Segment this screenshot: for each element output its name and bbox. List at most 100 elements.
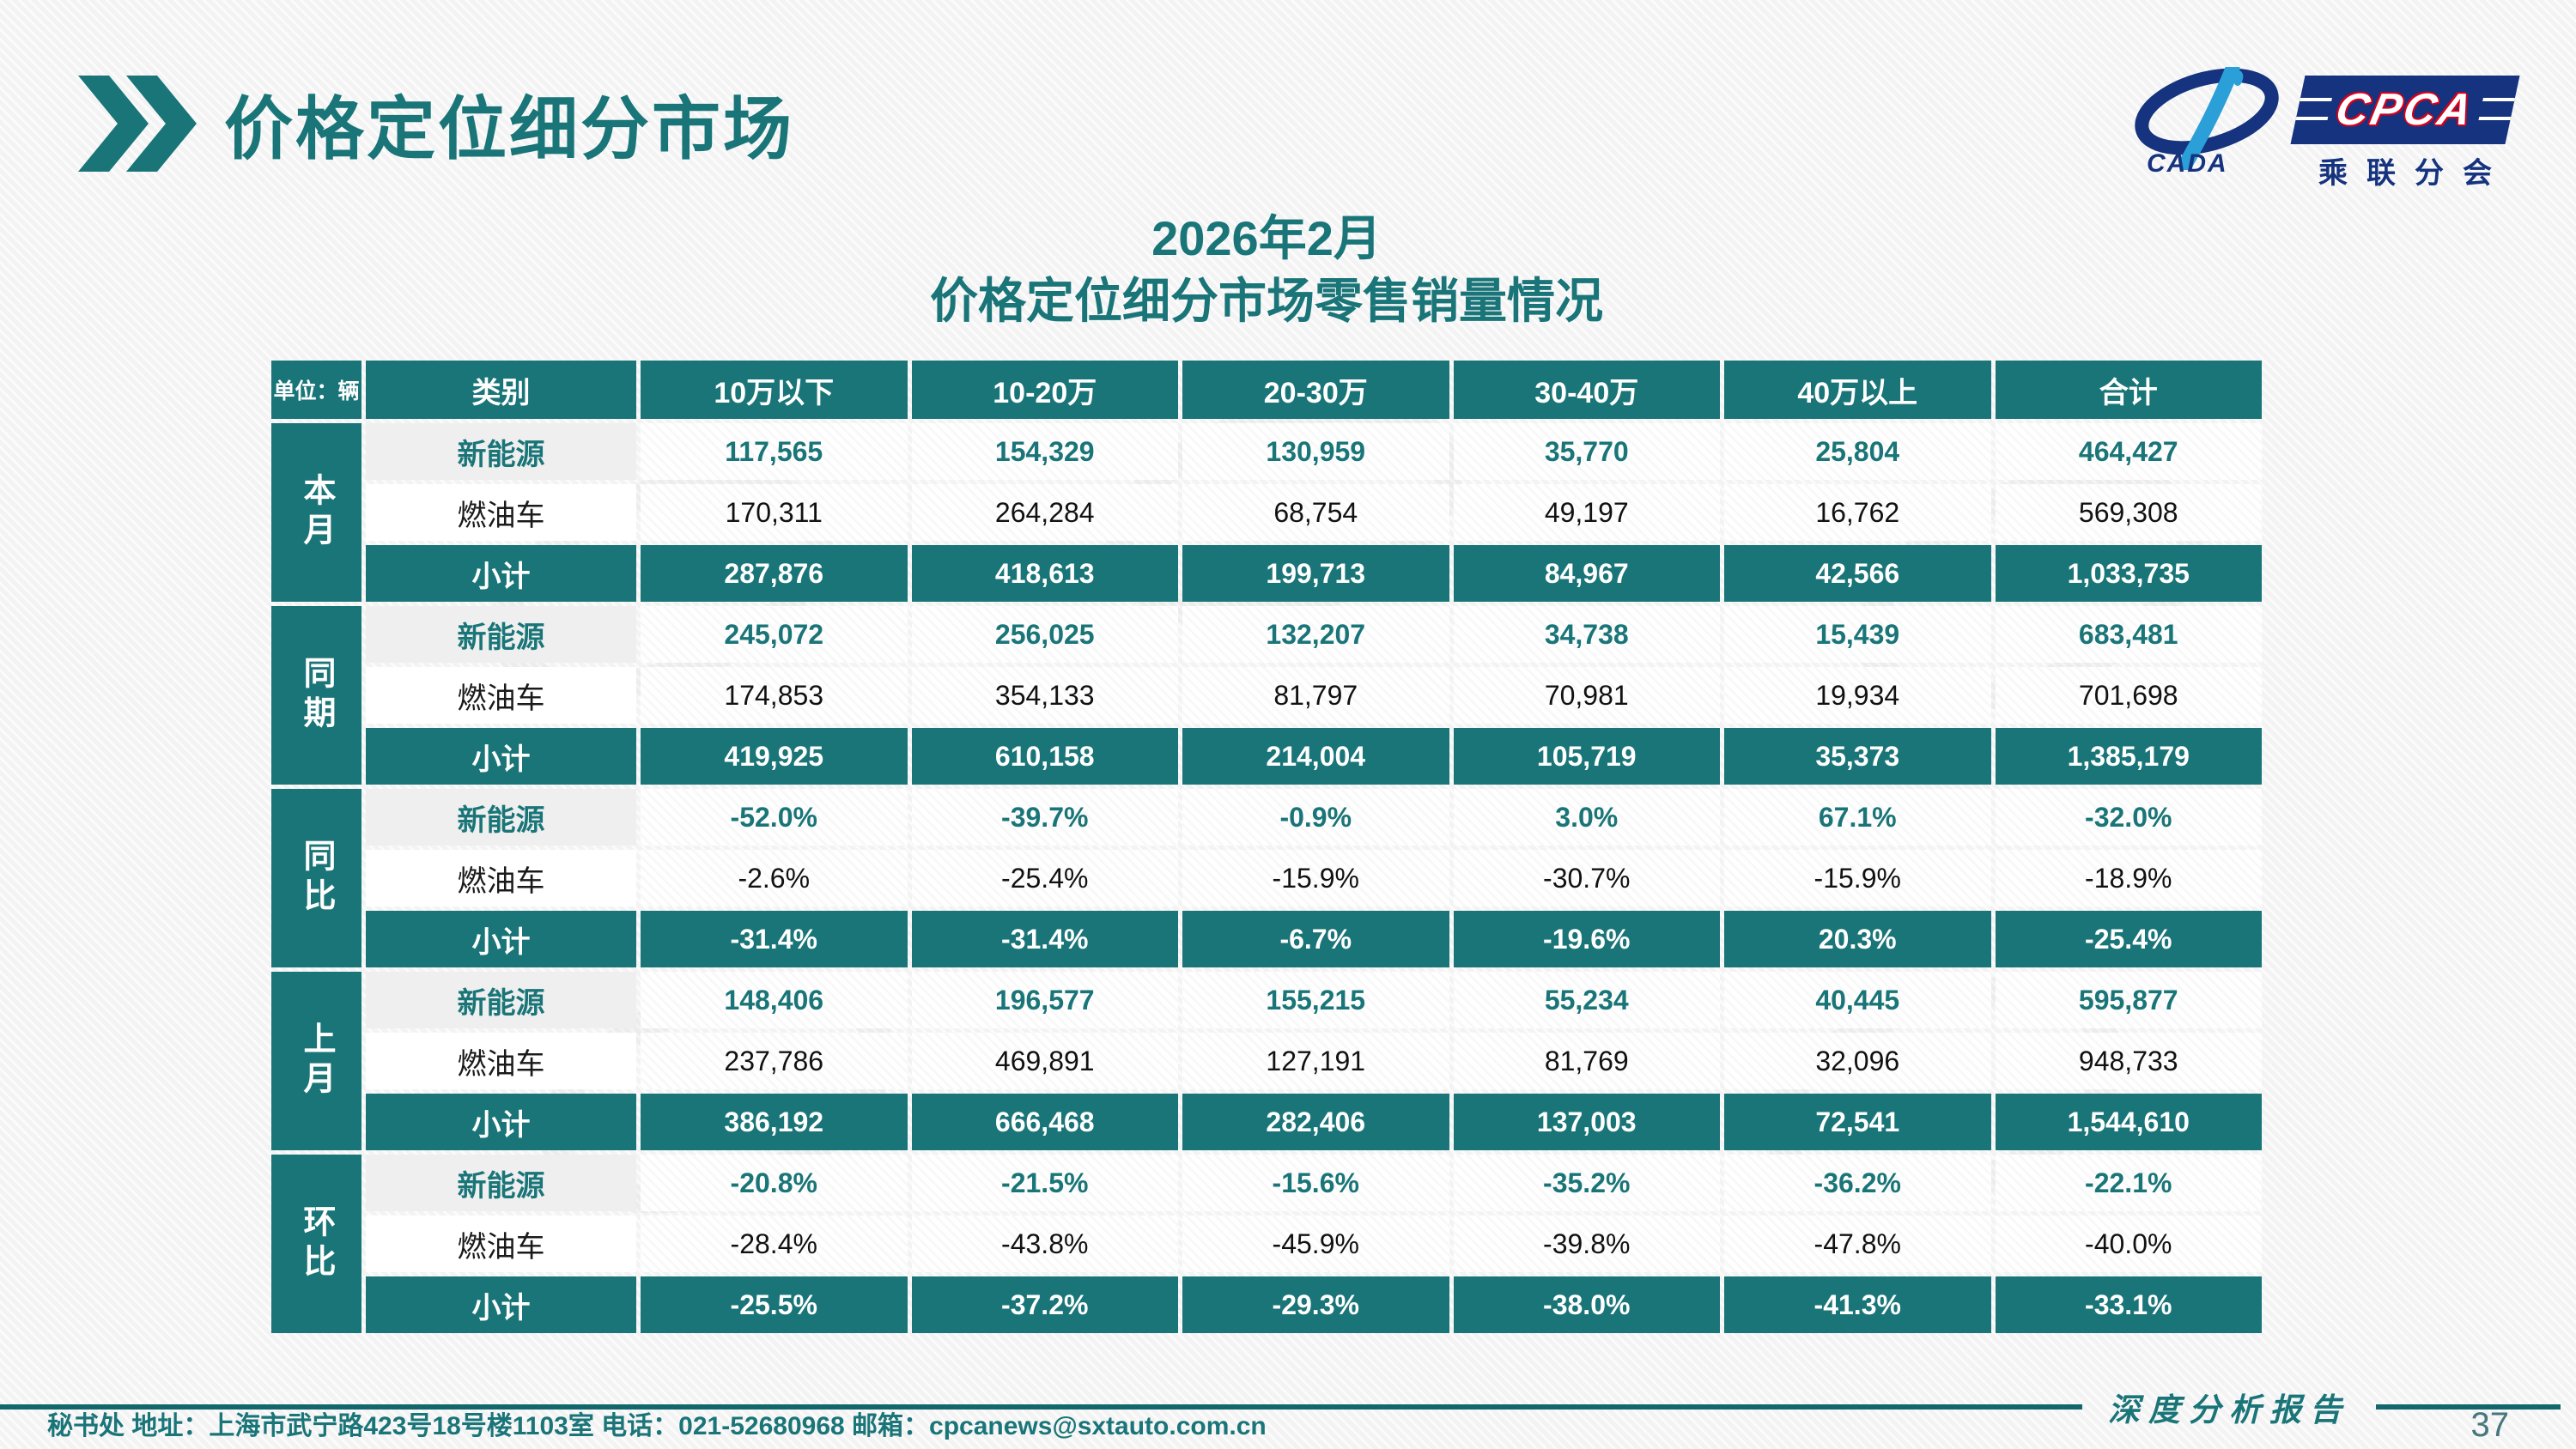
table-group: 环比 新能源 -20.8% -21.5% -15.6% -35.2% -36.2% -22.1… — [271, 1155, 2262, 1333]
value-cell: 595,877 — [1995, 972, 2262, 1028]
subtotal-value-cell: 386,192 — [641, 1094, 908, 1150]
table-group: 同期 新能源 245,072 256,025 132,207 34,738 15,439 68… — [271, 606, 2262, 785]
value-cell: -32.0% — [1995, 789, 2262, 846]
value-cell: -21.5% — [911, 1155, 1178, 1211]
cpca-logo-block: CPCA 乘联分会 — [2290, 76, 2520, 191]
footer-contact: 秘书处 地址：上海市武宁路423号18号楼1103室 电话：021-526809… — [47, 1404, 1267, 1442]
category-cell: 燃油车 — [366, 667, 636, 724]
value-cell: 32,096 — [1724, 1033, 1991, 1089]
subtotal-value-cell: 610,158 — [911, 728, 1178, 785]
subtotal-value-cell: -33.1% — [1995, 1276, 2262, 1333]
value-cell: 237,786 — [641, 1033, 908, 1089]
page-title: 价格定位细分市场 — [224, 91, 794, 167]
branch-label: 乘联分会 — [2318, 157, 2511, 190]
value-cell: 132,207 — [1182, 606, 1449, 663]
value-cell: 174,853 — [641, 667, 908, 724]
value-cell: 16,762 — [1724, 484, 1991, 541]
category-cell: 新能源 — [366, 1155, 636, 1211]
value-cell: -30.7% — [1453, 850, 1720, 906]
subtotal-value-cell: 84,967 — [1453, 545, 1720, 602]
cpca-label: CPCA — [2324, 84, 2487, 136]
value-cell: -45.9% — [1182, 1216, 1449, 1272]
subtotal-value-cell: -25.5% — [641, 1276, 908, 1333]
subtotal-label-cell: 小计 — [366, 1094, 636, 1150]
value-cell: 35,770 — [1453, 423, 1720, 480]
footer-rule-left — [0, 1404, 2082, 1410]
title-row: 价格定位细分市场 — [73, 74, 794, 173]
value-cell: 81,797 — [1182, 667, 1449, 724]
value-cell: 40,445 — [1724, 972, 1991, 1028]
value-cell: -43.8% — [911, 1216, 1178, 1272]
value-cell: 81,769 — [1453, 1033, 1720, 1089]
subtotal-value-cell: -29.3% — [1182, 1276, 1449, 1333]
cada-label: CADA — [2147, 149, 2228, 178]
value-cell: 154,329 — [911, 423, 1178, 480]
value-cell: 701,698 — [1995, 667, 2262, 724]
value-cell: 19,934 — [1724, 667, 1991, 724]
value-cell: -36.2% — [1724, 1155, 1991, 1211]
value-cell: 569,308 — [1995, 484, 2262, 541]
value-cell: -20.8% — [641, 1155, 908, 1211]
subtotal-value-cell: 418,613 — [911, 545, 1178, 602]
group-label: 本月 — [271, 423, 361, 602]
table-title: 2026年2月 价格定位细分市场零售销量情况 — [271, 208, 2262, 333]
report-badge: 深度分析报告 — [2108, 1393, 2350, 1428]
value-cell: 55,234 — [1453, 972, 1720, 1028]
value-cell: -28.4% — [641, 1216, 908, 1272]
value-cell: 464,427 — [1995, 423, 2262, 480]
cada-logo-mark: CADA — [2128, 67, 2291, 179]
value-cell: 196,577 — [911, 972, 1178, 1028]
value-cell: -39.7% — [911, 789, 1178, 846]
subtotal-value-cell: -38.0% — [1453, 1276, 1720, 1333]
subtotal-label-cell: 小计 — [366, 1276, 636, 1333]
value-cell: 127,191 — [1182, 1033, 1449, 1089]
value-cell: -0.9% — [1182, 789, 1449, 846]
subtotal-value-cell: 419,925 — [641, 728, 908, 785]
footer-rule-right — [2376, 1404, 2561, 1410]
page-number: 37 — [2470, 1406, 2510, 1444]
value-cell: -47.8% — [1724, 1216, 1991, 1272]
subtotal-value-cell: 666,468 — [911, 1094, 1178, 1150]
cada-ellipse-icon — [2135, 67, 2279, 170]
value-cell: -25.4% — [911, 850, 1178, 906]
subtotal-value-cell: 20.3% — [1724, 911, 1991, 967]
value-cell: 683,481 — [1995, 606, 2262, 663]
subtotal-value-cell: 105,719 — [1453, 728, 1720, 785]
group-label: 上月 — [271, 972, 361, 1150]
value-cell: 155,215 — [1182, 972, 1449, 1028]
subtotal-value-cell: -37.2% — [911, 1276, 1178, 1333]
category-cell: 燃油车 — [366, 850, 636, 906]
header-cell: 20-30万 — [1182, 361, 1449, 419]
category-cell: 新能源 — [366, 789, 636, 846]
subtotal-value-cell: 214,004 — [1182, 728, 1449, 785]
table-header-row: 单位：辆 类别 10万以下 10-20万 20-30万 30-40万 40万以上 合计 — [271, 361, 2262, 419]
value-cell: 469,891 — [911, 1033, 1178, 1089]
double-chevron-icon — [78, 76, 197, 172]
subtotal-value-cell: 137,003 — [1453, 1094, 1720, 1150]
value-cell: -40.0% — [1995, 1216, 2262, 1272]
value-cell: 170,311 — [641, 484, 908, 541]
value-cell: 117,565 — [641, 423, 908, 480]
sales-table: 单位：辆 类别 10万以下 10-20万 20-30万 30-40万 40万以上 合计 本月… — [271, 361, 2262, 1333]
value-cell: 67.1% — [1724, 789, 1991, 846]
header-cell: 10-20万 — [911, 361, 1178, 419]
subtotal-value-cell: -6.7% — [1182, 911, 1449, 967]
category-cell: 新能源 — [366, 972, 636, 1028]
table-group: 同比 新能源 -52.0% -39.7% -0.9% 3.0% 67.1% -32.0% 燃油车… — [271, 789, 2262, 967]
value-cell: 70,981 — [1453, 667, 1720, 724]
category-cell: 新能源 — [366, 423, 636, 480]
value-cell: -35.2% — [1453, 1155, 1720, 1211]
category-cell: 燃油车 — [366, 1033, 636, 1089]
unit-label-cell: 单位：辆 — [271, 361, 361, 419]
value-cell: 68,754 — [1182, 484, 1449, 541]
subtotal-value-cell: 199,713 — [1182, 545, 1449, 602]
value-cell: 148,406 — [641, 972, 908, 1028]
subtotal-value-cell: 282,406 — [1182, 1094, 1449, 1150]
value-cell: 354,133 — [911, 667, 1178, 724]
subtotal-value-cell: 42,566 — [1724, 545, 1991, 602]
subtotal-value-cell: 35,373 — [1724, 728, 1991, 785]
footer-email-link[interactable]: cpcanews@sxtauto.com.cn — [929, 1412, 1267, 1440]
subtotal-value-cell: 287,876 — [641, 545, 908, 602]
group-label: 环比 — [271, 1155, 361, 1333]
subtotal-label-cell: 小计 — [366, 728, 636, 785]
